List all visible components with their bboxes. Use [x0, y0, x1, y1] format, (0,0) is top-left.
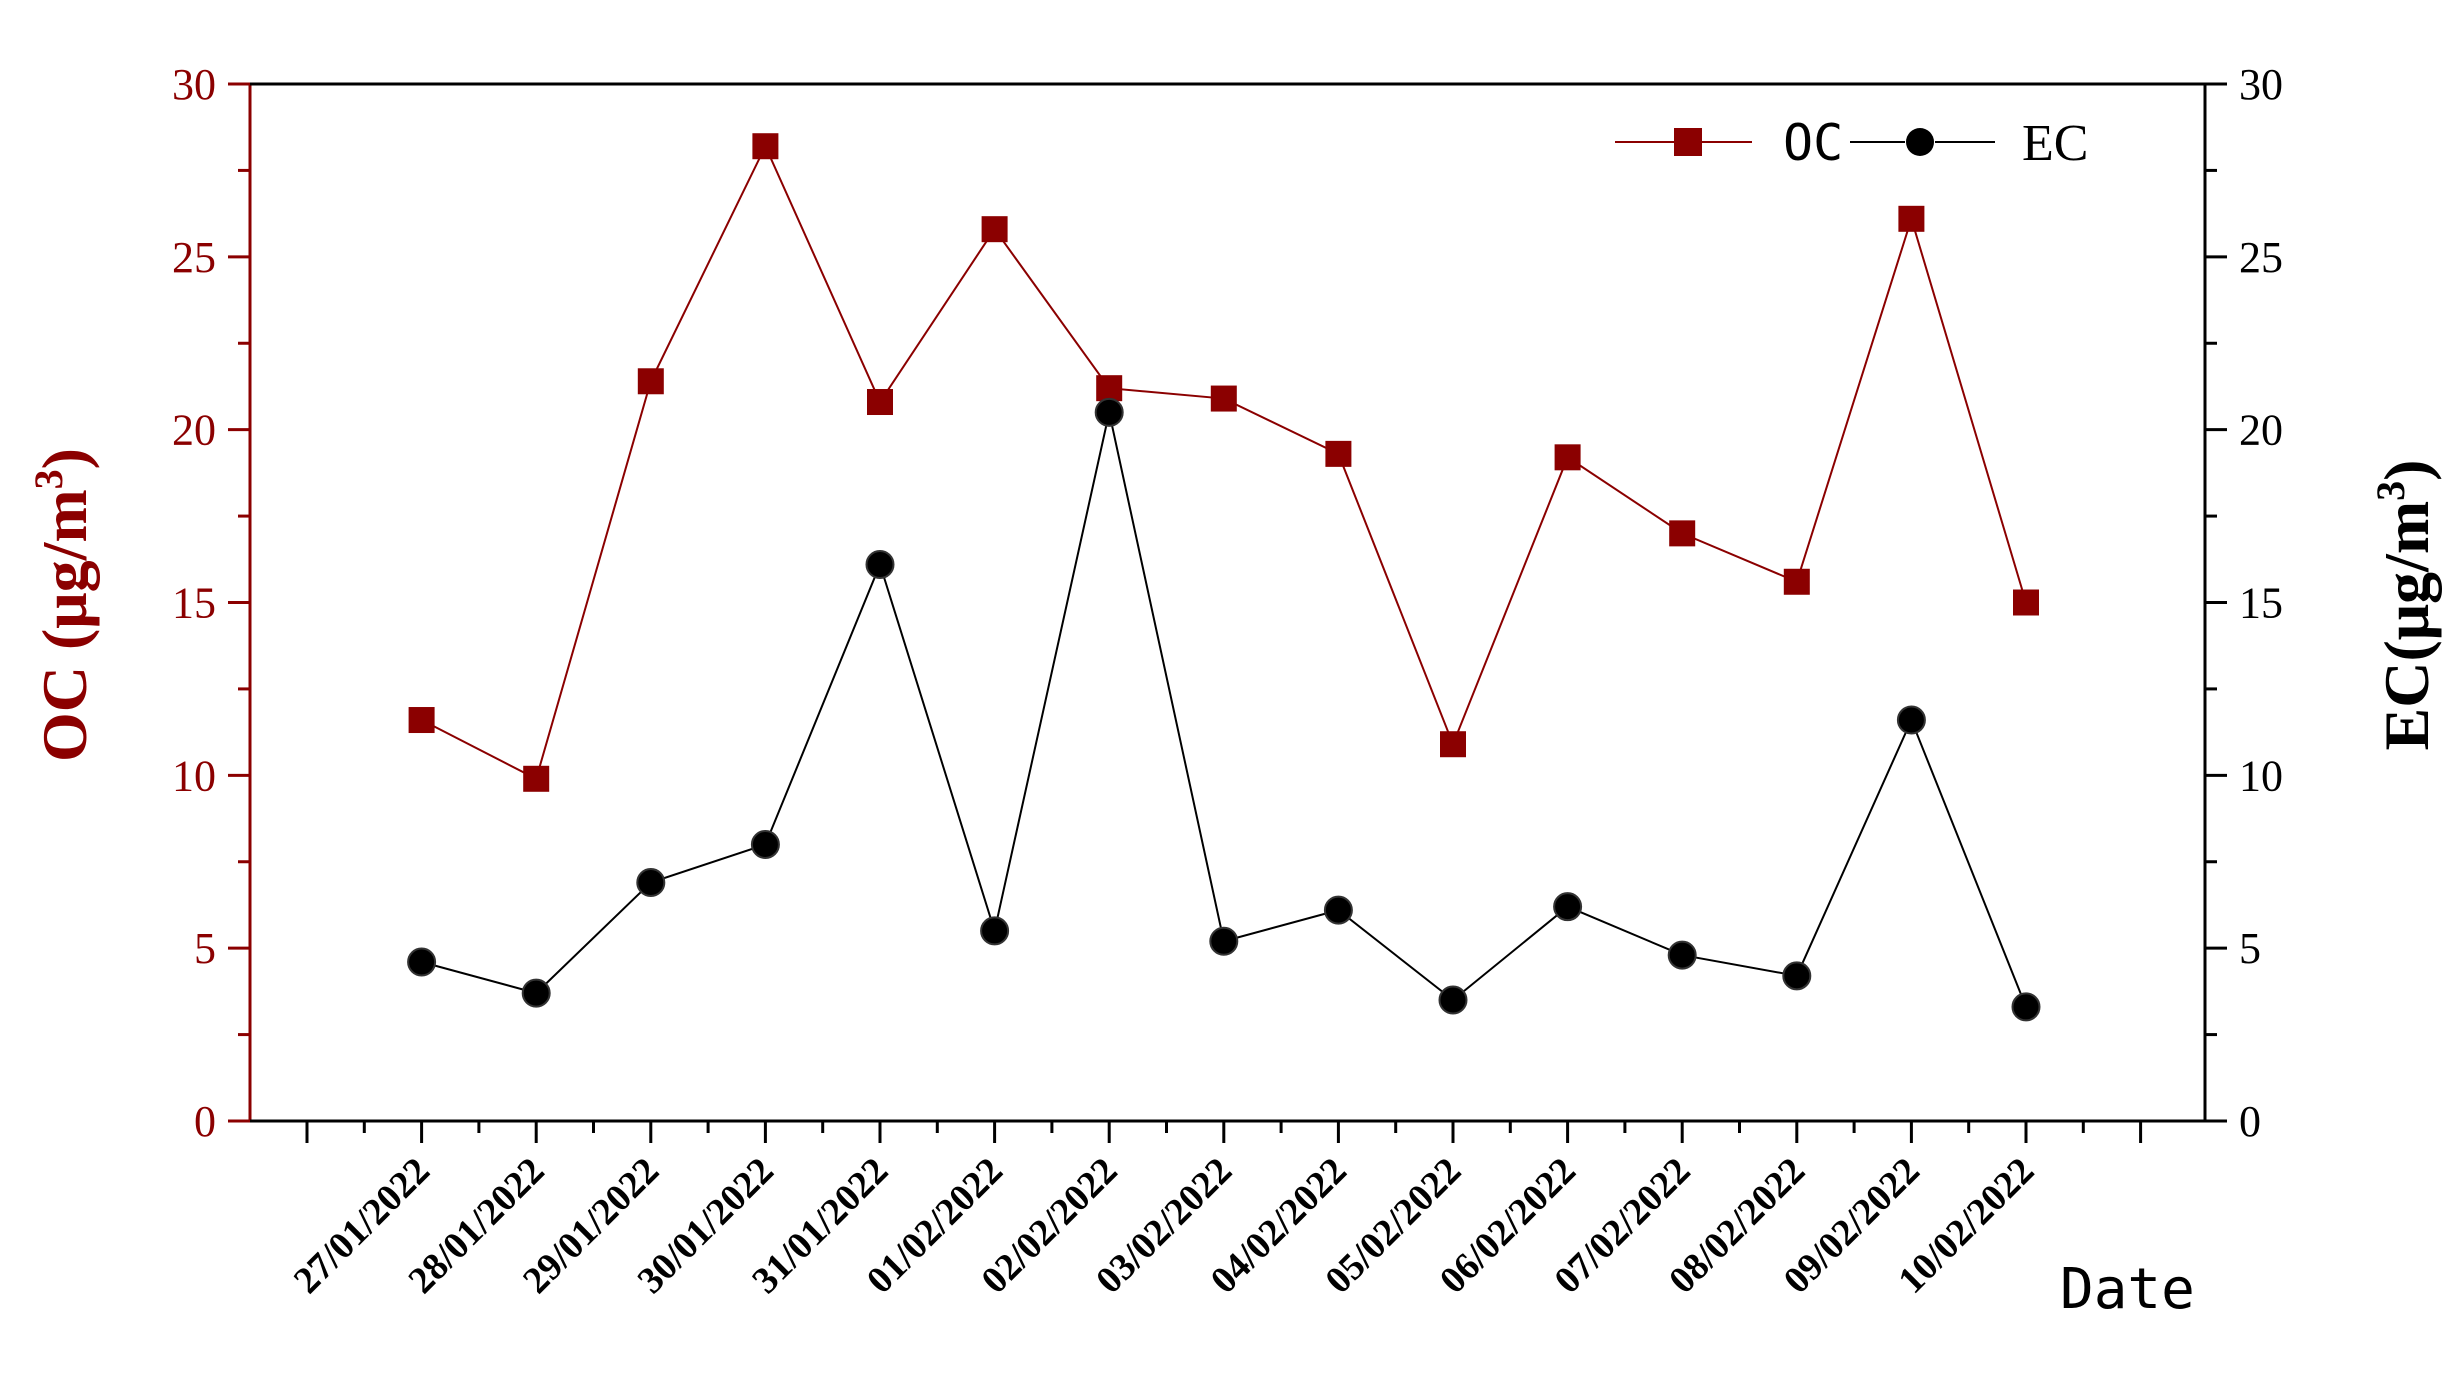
- ec-point: [1323, 895, 1353, 925]
- ec-point: [407, 947, 437, 977]
- ec-point: [980, 916, 1010, 946]
- right-tick-label: 10: [2239, 751, 2283, 800]
- oc-point: [867, 389, 893, 416]
- right-tick-label: 25: [2239, 233, 2283, 282]
- left-tick-label: 15: [172, 579, 216, 628]
- left-tick-label: 0: [194, 1097, 216, 1146]
- oc-point: [1210, 385, 1237, 412]
- y-axis-title-left: OC (μg/m3): [26, 448, 100, 762]
- legend-ec-marker: [1906, 128, 1934, 156]
- ec-point: [750, 829, 780, 859]
- ec-series-line: [421, 412, 2027, 1008]
- oc-point: [1554, 444, 1581, 471]
- data-markers: [407, 133, 2041, 1022]
- ec-point: [865, 549, 895, 579]
- oc-point: [1783, 568, 1810, 595]
- right-tick-label: 20: [2239, 406, 2283, 455]
- legend-oc-marker: [1674, 128, 1702, 156]
- axis-titles: OC (μg/m3) EC(μg/m3) Date: [26, 448, 2442, 1322]
- left-tick-label: 5: [194, 924, 216, 973]
- oc-point: [1440, 731, 1466, 758]
- legend-oc-label: OC: [1783, 114, 1843, 172]
- oc-series-line: [421, 143, 2027, 781]
- ec-point: [1438, 985, 1468, 1015]
- right-tick-label: 5: [2239, 924, 2261, 973]
- oc-point: [637, 368, 664, 395]
- ec-point: [1667, 940, 1697, 970]
- oc-point: [1325, 440, 1352, 467]
- x-axis-title: Date: [2060, 1257, 2195, 1322]
- y-axis-title-right: EC(μg/m3): [2368, 460, 2442, 751]
- oc-point: [1898, 205, 1925, 232]
- ec-point: [1553, 892, 1583, 922]
- oc-point: [1096, 375, 1123, 402]
- ec-point: [2011, 992, 2041, 1022]
- right-tick-label: 15: [2239, 579, 2283, 628]
- left-tick-label: 25: [172, 233, 216, 282]
- legend-ec-label: EC: [2022, 115, 2088, 172]
- ec-point: [1094, 397, 1124, 427]
- right-tick-label: 0: [2239, 1097, 2261, 1146]
- ec-point: [521, 978, 551, 1008]
- left-tick-label: 10: [172, 751, 216, 800]
- right-tick-label: 30: [2239, 60, 2283, 109]
- oc-point: [523, 765, 550, 792]
- ec-point: [1209, 926, 1239, 956]
- ec-point: [1896, 705, 1926, 735]
- left-tick-label: 20: [172, 406, 216, 455]
- oc-point: [752, 133, 779, 160]
- oc-point: [1669, 520, 1696, 547]
- legend: OC EC: [1615, 114, 2088, 172]
- oc-point: [981, 216, 1008, 243]
- oc-point: [408, 707, 435, 734]
- ec-point: [636, 867, 666, 897]
- oc-point: [2013, 589, 2039, 616]
- left-tick-label: 30: [172, 60, 216, 109]
- ec-point: [1782, 961, 1812, 991]
